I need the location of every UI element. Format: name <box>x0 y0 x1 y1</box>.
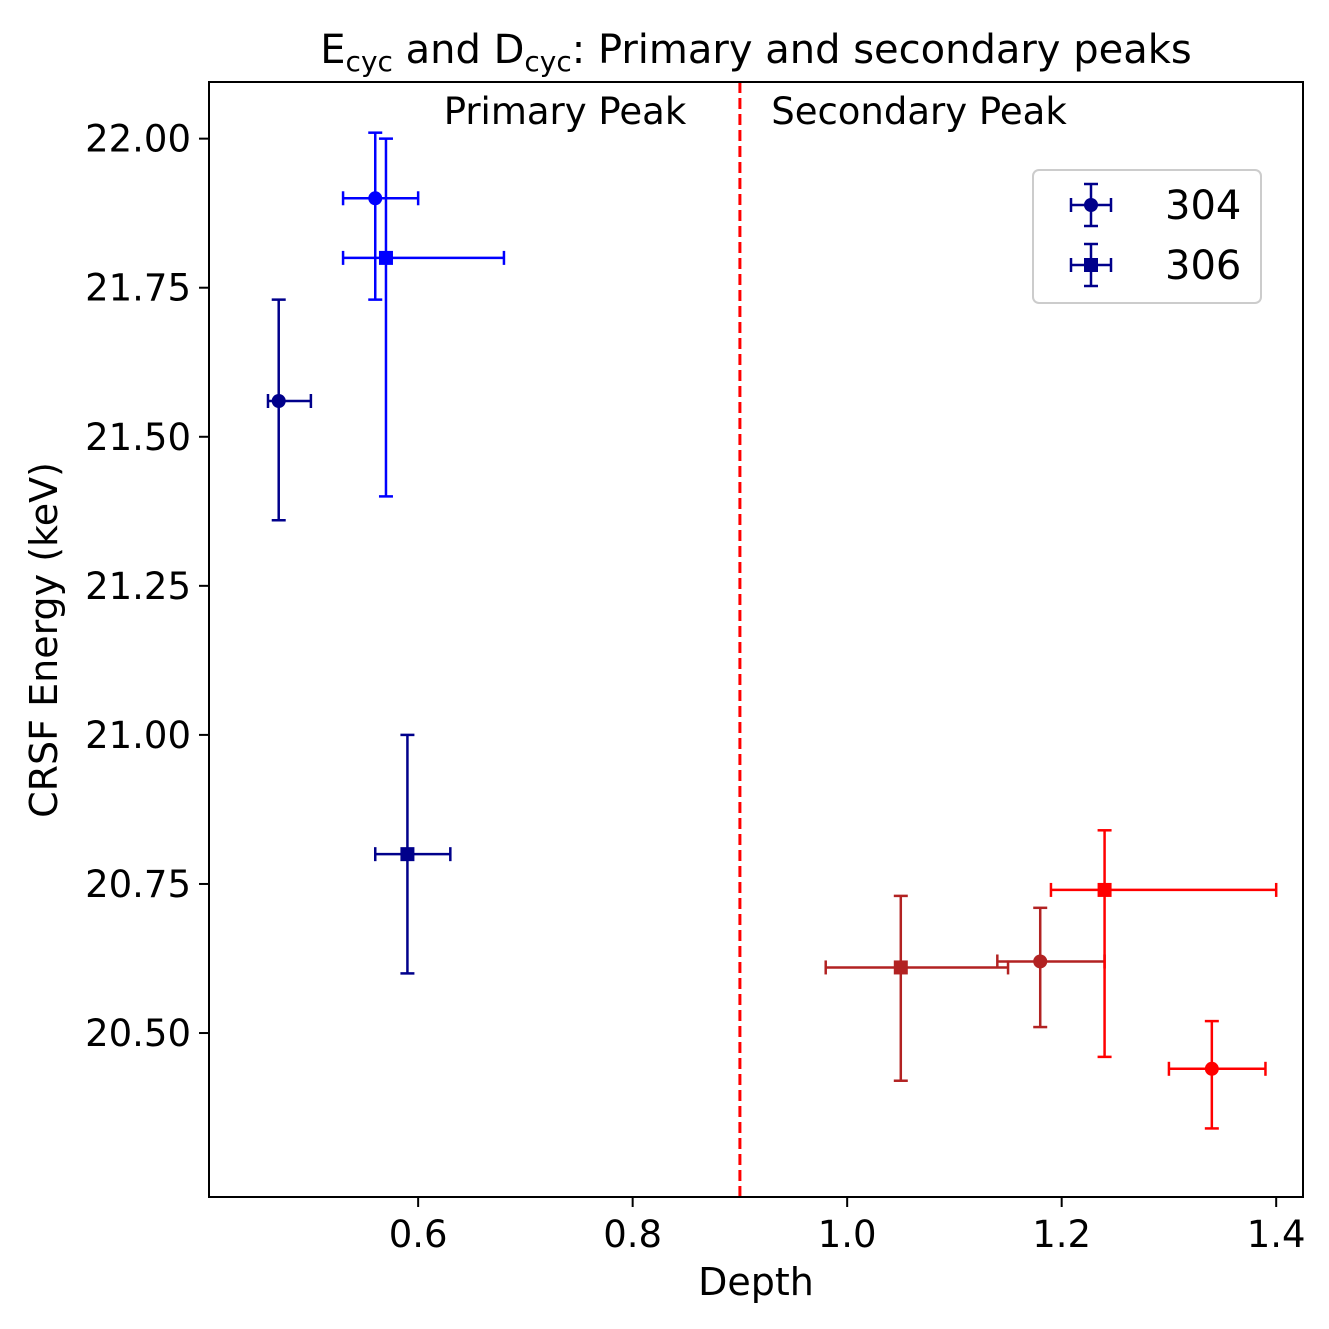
x-tick-label: 1.4 <box>1247 1213 1306 1256</box>
data-point-304-primary <box>341 131 420 301</box>
square-marker <box>378 250 393 265</box>
x-tick-label: 0.8 <box>603 1213 662 1256</box>
x-tick-label: 1.0 <box>818 1213 877 1256</box>
y-tick-label: 21.50 <box>85 416 191 459</box>
y-tick-label: 22.00 <box>85 118 191 161</box>
chart-title: Ecyc and Dcyc: Primary and secondary pea… <box>320 27 1191 78</box>
data-point-304-secondary <box>996 906 1106 1029</box>
legend-entry-306: 306 <box>1069 242 1241 289</box>
y-tick-label: 21.00 <box>85 714 191 757</box>
data-point-306-primary <box>341 137 506 498</box>
circle-marker <box>368 191 383 206</box>
circle-marker <box>271 393 286 408</box>
legend-circle-marker <box>1084 198 1098 212</box>
legend-label: 304 <box>1165 183 1241 229</box>
primary-peak-label: Primary Peak <box>444 90 687 133</box>
data-point-304-secondary <box>1167 1019 1267 1130</box>
data-marks <box>266 82 1278 1197</box>
x-tick-label: 1.2 <box>1032 1213 1091 1256</box>
x-axis-label: Depth <box>698 1260 814 1304</box>
data-point-306-secondary <box>824 894 1010 1082</box>
plot-frame <box>208 81 1304 1198</box>
legend-entry-304: 304 <box>1069 182 1241 229</box>
square-marker <box>893 960 908 975</box>
data-point-306-secondary <box>1049 829 1278 1059</box>
x-tick-label: 0.6 <box>389 1213 448 1256</box>
y-tick-label: 20.50 <box>85 1012 191 1055</box>
legend-square-marker <box>1084 258 1098 272</box>
secondary-peak-label: Secondary Peak <box>771 90 1067 133</box>
circle-marker <box>1204 1061 1219 1076</box>
y-tick-label: 20.75 <box>85 863 191 906</box>
data-point-304-primary <box>266 298 313 522</box>
legend-label: 306 <box>1165 243 1241 289</box>
title-subscript-cyc-2: cyc <box>524 45 571 78</box>
y-tick-label: 21.75 <box>85 267 191 310</box>
y-tick-label: 21.25 <box>85 565 191 608</box>
y-axis-label: CRSF Energy (keV) <box>22 462 66 818</box>
square-marker <box>400 847 415 862</box>
axes-area: 0.6 0.8 1.0 1.2 1.4 20.50 20.75 21.00 21.25 21.50… <box>85 118 1306 1256</box>
circle-marker <box>1033 954 1048 969</box>
square-marker <box>1097 882 1112 897</box>
data-point-306-primary <box>373 733 452 975</box>
title-subscript-cyc-1: cyc <box>346 45 393 78</box>
